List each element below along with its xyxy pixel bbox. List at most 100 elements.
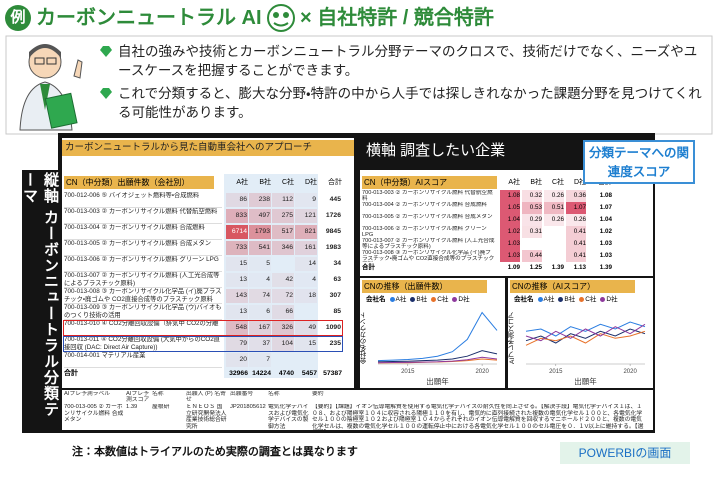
detail-cell: ＥＮＥＯＳ 国立研究開発法人産業技術総合研究所: [186, 404, 227, 430]
legend-label: A社: [543, 296, 555, 303]
count-cell: 497: [249, 209, 271, 223]
vertical-label-panel: [22, 170, 58, 433]
count-cell: 4: [249, 273, 271, 287]
count-cell: 20: [226, 353, 248, 367]
column-header: D社: [573, 179, 586, 186]
count-cell: 307: [329, 292, 341, 299]
count-cell: 4: [295, 273, 317, 287]
score-cell: 1.07: [599, 204, 612, 211]
series-line: [377, 311, 498, 362]
legend-swatch: [579, 297, 585, 302]
count-cell: 833: [226, 209, 248, 223]
count-cell: 5: [249, 257, 271, 271]
total-cell: 1.25: [529, 264, 542, 271]
count-cell: 72: [272, 289, 294, 303]
count-cell: 445: [329, 196, 341, 203]
detail-cell: 700-013-005 ② カーボンリサイクル燃料 合成メタン: [64, 404, 124, 423]
score-cell: 1.08: [599, 192, 612, 199]
x-tick-label: 2015: [549, 369, 563, 375]
score-cell: 0.32: [522, 190, 542, 202]
table-header: CN（中分類）AIスコア: [362, 176, 497, 189]
legend-label: A社: [395, 296, 407, 303]
count-cell: 6714: [226, 225, 248, 239]
count-cell: 1090: [325, 324, 341, 331]
count-cell: 34: [333, 260, 341, 267]
table-header: CN（中分類）出願件数（会社別）: [64, 176, 214, 189]
score-cell: 0.31: [522, 226, 542, 238]
row-label: 700-013-008 ③ カーボンリサイクル化学品 (イ)廃プラスチック・廃ゴ…: [64, 288, 222, 304]
score-cell: 1.08: [500, 190, 520, 202]
row-label: 700-012-006 ⑤ バイオジェット燃料等・合成燃料: [64, 192, 222, 208]
legend-item: C社: [579, 295, 596, 304]
total-cell: 1.13: [573, 264, 586, 271]
detail-header: AIプレ予測ラベル: [64, 391, 111, 397]
series-line: [525, 321, 646, 337]
legend-swatch: [452, 297, 458, 302]
count-cell: 1793: [249, 225, 271, 239]
score-cell: 0.36: [566, 190, 586, 202]
legend-label: C社: [437, 296, 449, 303]
legend: 会社名 A社 B社 C社 D社: [366, 295, 470, 304]
count-cell: 49: [295, 321, 317, 335]
legend-item: D社: [452, 295, 470, 304]
total-label: 合計: [64, 370, 78, 377]
series-line: [525, 330, 646, 346]
legend-item: D社: [600, 295, 618, 304]
score-cell: 1.07: [566, 202, 586, 214]
left-title: カーボンニュートラルから見た自動車会社へのアプローチ: [62, 140, 354, 156]
detail-header: 名称: [152, 391, 164, 397]
count-cell: 42: [272, 273, 294, 287]
count-cell: 517: [272, 225, 294, 239]
count-cell: 15: [295, 337, 317, 351]
legend-title: 会社名: [514, 296, 534, 303]
count-cell: 85: [333, 308, 341, 315]
detail-header: 名称: [268, 391, 280, 397]
legend-swatch: [558, 297, 564, 302]
count-cell: 541: [249, 241, 271, 255]
column-header: C社: [281, 179, 294, 186]
score-cell: 1.03: [599, 252, 612, 259]
total-cell: 57387: [323, 370, 342, 377]
total-label: 合計: [362, 264, 375, 271]
chart-title: CNの推移（出願件数）: [362, 280, 487, 293]
row-label: 700-013-004 ② カーボンリサイクル燃料 合成燃料: [362, 202, 488, 208]
count-cell: 275: [272, 209, 294, 223]
score-cell: 0.53: [522, 202, 542, 214]
detail-header: 出願人 (P) 名寄せ: [186, 391, 226, 403]
total-cell: 14224: [252, 370, 271, 377]
count-cell: 1726: [325, 212, 341, 219]
score-cell: 0.26: [544, 190, 564, 202]
row-outline: [63, 320, 343, 336]
score-cell: 1.03: [500, 250, 520, 262]
legend: 会社名 A社 B社 C社 D社: [514, 295, 618, 304]
count-cell: 235: [329, 340, 341, 347]
count-cell: 167: [249, 321, 271, 335]
detail-header: 出願番号: [230, 391, 254, 397]
x-axis-label: 出願年: [426, 376, 449, 386]
legend-item: A社: [537, 295, 555, 304]
legend-swatch: [600, 297, 606, 302]
score-cell: 0.41: [566, 250, 586, 262]
x-tick-label: 2015: [401, 369, 415, 375]
score-cell: 0.44: [522, 250, 542, 262]
count-cell: 821: [295, 225, 317, 239]
footnote: 注：本数値はトライアルのため実際の調査とは異なります: [72, 446, 358, 458]
legend-title: 会社名: [366, 296, 386, 303]
right-title: 横軸 調査したい企業: [366, 142, 506, 159]
row-label: 700-013-003 ② カーボンリサイクル燃料 代替航空燃料: [362, 190, 493, 202]
row-label: 700-013-004 ② カーボンリサイクル燃料 合成燃料: [64, 224, 222, 240]
subtitle: × 自社特許 / 競合特許: [300, 7, 494, 29]
series-line: [525, 323, 646, 342]
row-label: 700-013-009 ③ カーボンリサイクル化学品 (ウ)バイオものつくり技術…: [64, 304, 222, 320]
count-cell: 15: [226, 257, 248, 271]
detail-header: 要約: [312, 391, 324, 397]
count-cell: 326: [272, 321, 294, 335]
column-header: B社: [530, 179, 542, 186]
legend-label: D社: [458, 296, 470, 303]
row-label: 700-013-006 ② カーボンリサイクル燃料 グリーン LPG: [64, 256, 222, 272]
count-cell: 104: [272, 337, 294, 351]
legend-item: C社: [431, 295, 448, 304]
total-cell: 32966: [229, 370, 248, 377]
detail-cell: 電気化学デバイスおよび電気化学デバイスの製御方法: [268, 404, 309, 430]
score-cell: 1.04: [599, 216, 612, 223]
